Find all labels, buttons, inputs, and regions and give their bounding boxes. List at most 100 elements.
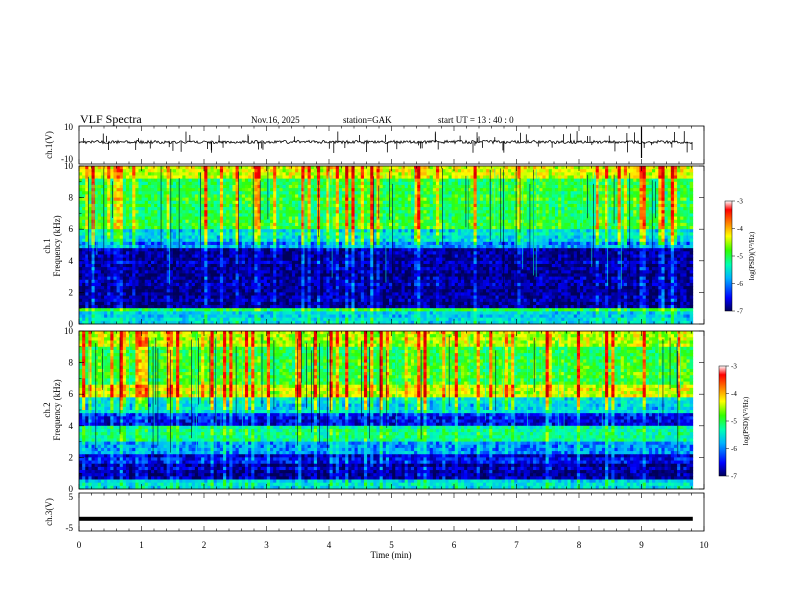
spectro-cell (674, 166, 678, 170)
spectro-cell (621, 169, 625, 173)
spectro-cell (185, 226, 189, 230)
spectro-cell (198, 179, 202, 183)
spectro-cell (389, 226, 393, 230)
spectro-cell (270, 236, 274, 240)
spectro-cell (386, 242, 390, 246)
spectro-cell (668, 239, 672, 243)
spectro-cell (668, 182, 672, 186)
spectro-cell (204, 239, 208, 243)
station-label: station=GAK (343, 115, 392, 125)
spectro-cell (267, 232, 271, 236)
spectro-cell (98, 239, 102, 243)
spectro-cell (226, 194, 230, 198)
spectro-cell (135, 220, 139, 224)
spectro-cell (574, 188, 578, 192)
spectro-cell (683, 188, 687, 192)
spectro-cell (157, 229, 161, 233)
spectro-cell (358, 232, 362, 236)
spectro-cell (298, 229, 302, 233)
spectro-cell (546, 239, 550, 243)
spectro-cell (113, 239, 117, 243)
spectro-cell (599, 182, 603, 186)
spectro-cell (345, 217, 349, 221)
spectro-cell (546, 198, 550, 202)
spectro-cell (198, 201, 202, 205)
spectro-cell (611, 239, 615, 243)
spectro-cell (120, 210, 124, 214)
spectro-cell (436, 210, 440, 214)
spectro-cell (517, 175, 521, 179)
spectro-cell (630, 175, 634, 179)
spectro-cell (555, 172, 559, 176)
spectro-cell (489, 166, 493, 170)
spectro-cell (458, 166, 462, 170)
spectro-cell (110, 239, 114, 243)
spectro-cell (320, 194, 324, 198)
spectro-cell (139, 213, 143, 217)
spectro-cell (270, 185, 274, 189)
spectro-cell (530, 204, 534, 208)
spectro-cell (245, 220, 249, 224)
spectro-cell (477, 236, 481, 240)
spectro-cell (120, 188, 124, 192)
spectro-cell (283, 213, 287, 217)
spectro-cell (423, 179, 427, 183)
spectro-cell (398, 182, 402, 186)
spectro-cell (417, 172, 421, 176)
spectro-cell (586, 207, 590, 211)
spectro-cell (226, 207, 230, 211)
spectro-cell (207, 242, 211, 246)
spectro-cell (104, 182, 108, 186)
spectro-cell (242, 169, 246, 173)
spectro-cell (671, 210, 675, 214)
spectro-cell (511, 223, 515, 227)
spectro-cell (211, 213, 215, 217)
spectro-cell (204, 194, 208, 198)
spectro-cell (88, 229, 92, 233)
spectro-cell (110, 220, 114, 224)
spectro-cell (164, 232, 168, 236)
spectro-cell (599, 232, 603, 236)
spectro-cell (167, 172, 171, 176)
spectro-cell (229, 232, 233, 236)
spectro-cell (320, 175, 324, 179)
spectro-cell (405, 166, 409, 170)
spectro-cell (170, 201, 174, 205)
spectro-cell (104, 169, 108, 173)
spectro-cell (139, 204, 143, 208)
spectro-cell (289, 198, 293, 202)
spectro-cell (477, 179, 481, 183)
spectro-cell (633, 185, 637, 189)
spectro-cell (552, 185, 556, 189)
spectro-cell (129, 166, 133, 170)
spectro-cell (420, 210, 424, 214)
spectro-cell (690, 223, 694, 227)
spectro-cell (273, 223, 277, 227)
spectro-cell (304, 198, 308, 202)
spectro-cell (189, 204, 193, 208)
spectro-cell (683, 198, 687, 202)
spectro-cell (220, 242, 224, 246)
spectro-cell (107, 166, 111, 170)
spectro-cell (361, 217, 365, 221)
spectro-cell (552, 188, 556, 192)
spectro-cell (185, 229, 189, 233)
spectro-cell (643, 220, 647, 224)
spectro-cell (95, 236, 99, 240)
spectro-cell (436, 201, 440, 205)
spectro-cell (668, 236, 672, 240)
spectro-cell (223, 207, 227, 211)
spectro-cell (273, 220, 277, 224)
spectro-cell (586, 223, 590, 227)
spectro-cell (220, 179, 224, 183)
spectro-cell (95, 198, 99, 202)
spectro-cell (458, 172, 462, 176)
spectro-cell (107, 210, 111, 214)
spectro-cell (542, 239, 546, 243)
spectro-cell (248, 179, 252, 183)
spectro-cell (636, 232, 640, 236)
spectro-cell (552, 204, 556, 208)
spectro-cell (640, 220, 644, 224)
spectro-cell (489, 188, 493, 192)
spectro-cell (665, 213, 669, 217)
